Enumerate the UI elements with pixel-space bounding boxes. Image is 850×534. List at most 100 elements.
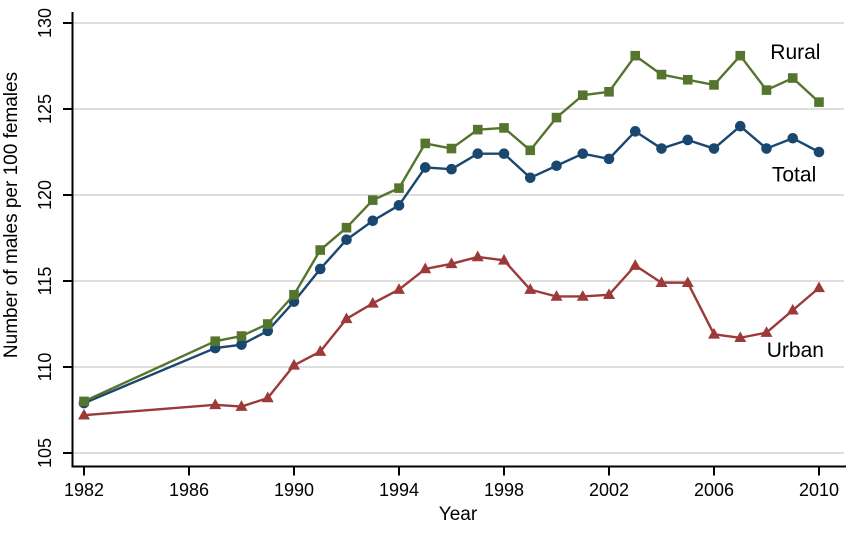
total-marker — [419, 162, 431, 173]
total-marker — [682, 134, 694, 146]
urban-marker — [261, 391, 274, 403]
y-tick-label-115: 115 — [35, 267, 55, 296]
urban-marker — [288, 358, 300, 370]
rural-marker — [709, 80, 719, 90]
rural-marker — [446, 143, 457, 154]
total-marker — [656, 143, 667, 154]
rural-marker — [236, 331, 247, 341]
urban-marker — [445, 257, 458, 269]
total-marker — [472, 148, 484, 160]
rural-markers — [79, 50, 824, 407]
x-tick-label-1986: 1986 — [169, 480, 209, 500]
total-marker — [603, 153, 615, 165]
rural-marker — [735, 50, 746, 61]
urban-series — [78, 250, 825, 420]
rural-marker — [315, 245, 326, 255]
y-tick-label-120: 120 — [35, 180, 55, 210]
total-marker — [446, 163, 457, 175]
rural-marker — [656, 69, 667, 80]
urban-marker — [340, 312, 353, 324]
rural-marker — [787, 73, 798, 83]
x-tick-label-1982: 1982 — [64, 480, 104, 500]
total-marker — [787, 132, 799, 144]
gridline-layer — [73, 22, 844, 454]
urban-marker — [550, 290, 563, 301]
rural-marker — [525, 145, 536, 156]
rural-marker — [604, 87, 614, 97]
rural-marker — [761, 85, 772, 95]
total-marker — [367, 215, 379, 227]
rural-marker — [394, 183, 404, 193]
total-marker — [708, 143, 720, 154]
x-tick-label-2002: 2002 — [589, 480, 629, 500]
urban-markers — [78, 250, 825, 420]
rural-marker — [551, 112, 562, 123]
rural-marker — [499, 123, 509, 133]
x-tick-label-1998: 1998 — [484, 480, 524, 500]
y-tick-label-130: 130 — [35, 8, 55, 38]
urban-marker — [419, 262, 432, 274]
y-tick-label-110: 110 — [35, 353, 55, 382]
total-marker — [341, 234, 352, 246]
rural-line — [83, 54, 820, 403]
y-tick-label-105: 105 — [35, 438, 55, 468]
urban-marker — [760, 326, 773, 337]
urban-marker — [314, 345, 327, 356]
rural-marker — [682, 74, 693, 85]
total-marker — [813, 146, 825, 158]
rural-series-label: Rural — [770, 41, 820, 64]
rural-marker — [289, 289, 299, 300]
total-marker — [393, 200, 405, 211]
urban-marker — [366, 296, 379, 308]
urban-marker — [655, 276, 668, 288]
rural-marker — [367, 195, 378, 205]
total-marker — [577, 148, 589, 160]
x-tick-label-1990: 1990 — [274, 480, 314, 500]
total-marker — [314, 263, 326, 275]
rural-marker — [577, 90, 588, 101]
total-series-label: Total — [772, 163, 816, 186]
urban-marker — [524, 283, 537, 294]
rural-marker — [79, 396, 89, 407]
series-label-layer: Total Rural Urban — [767, 41, 824, 362]
urban-marker — [681, 276, 694, 288]
urban-marker — [629, 259, 642, 270]
rural-marker — [472, 124, 483, 135]
axis-layer: 105 110 115 120 125 130 1982 1986 1990 1994 1998 20… — [35, 8, 846, 500]
total-marker — [551, 160, 562, 172]
total-marker — [236, 339, 247, 350]
x-tick-label-2006: 2006 — [694, 480, 734, 500]
rural-marker — [262, 319, 273, 329]
urban-series-label: Urban — [767, 339, 824, 362]
urban-marker — [603, 288, 615, 300]
urban-marker — [498, 253, 510, 265]
urban-marker — [209, 398, 222, 410]
urban-marker — [786, 303, 799, 315]
urban-marker — [393, 283, 405, 294]
x-tick-label-2010: 2010 — [799, 480, 839, 500]
total-marker — [761, 143, 772, 154]
y-axis-title: Number of males per 100 females — [1, 72, 22, 358]
rural-marker — [341, 222, 352, 233]
total-marker — [524, 172, 536, 184]
total-marker — [498, 148, 510, 160]
y-tick-label-125: 125 — [35, 94, 55, 124]
urban-marker — [78, 408, 90, 420]
urban-marker — [734, 331, 747, 343]
urban-marker — [813, 281, 825, 293]
urban-marker — [576, 290, 589, 301]
rural-marker — [420, 138, 431, 149]
x-tick-label-1994: 1994 — [379, 480, 419, 500]
rural-marker — [210, 336, 221, 346]
urban-marker — [708, 327, 720, 339]
total-marker — [734, 120, 746, 132]
total-marker — [629, 126, 641, 137]
rural-marker — [630, 50, 641, 61]
series-layer — [78, 50, 825, 420]
rural-series — [79, 50, 824, 407]
x-axis-title: Year — [439, 504, 478, 525]
rural-marker — [814, 97, 824, 107]
urban-marker — [235, 400, 248, 411]
